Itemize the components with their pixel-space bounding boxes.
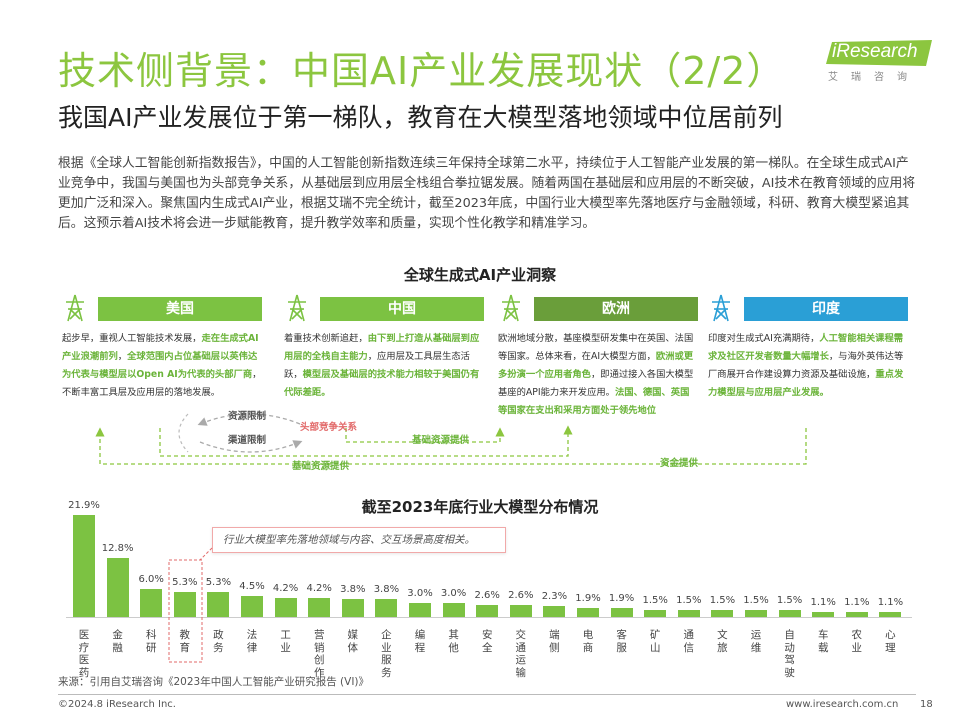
power-tower-icon <box>62 293 88 323</box>
footer-url: www.iresearch.com.cn <box>786 699 899 710</box>
region-text-segment: ，即通过接入各国大模型基座的API能力来开发应用。 <box>498 369 694 398</box>
basic-resource-arrow-2 <box>345 427 505 443</box>
region-text-segment: ，与海外英伟达等厂商展开合作建设算力资源及基础设施， <box>708 351 904 380</box>
region-description-2: 欧洲地域分散，基座模型研发集中在英国、法国等国家。总体来看，在AI大模型方面，欧… <box>498 330 698 420</box>
region-text-segment: 模型层及基础层的技术能力相较于美国仍有代际差距。 <box>284 369 480 398</box>
power-tower-icon <box>284 293 310 323</box>
resource-limit-label: 资源限制 <box>228 411 267 422</box>
region-text-segment: 全球范围内占位基础层以英伟达为代表与模型层以Open AI为代表的头部厂商 <box>62 351 258 380</box>
region-text-segment: 着重技术创新追赶， <box>284 333 368 344</box>
footer-divider <box>58 694 916 695</box>
capital-label: 资金提供 <box>660 458 699 469</box>
chart-note-text: 行业大模型率先落地领域与内容、交互场景高度相关。 <box>223 534 475 546</box>
logo-subtext: 艾瑞咨询 <box>828 72 920 83</box>
iresearch-logo: iResearch 艾瑞咨询 <box>824 38 934 88</box>
chart-section-title: 截至2023年底行业大模型分布情况 <box>361 498 599 516</box>
region-header-2: 欧洲 <box>534 297 698 321</box>
region-text-segment: 重点发力模型层与应用层产业发展。 <box>708 369 904 398</box>
region-text-segment: 法国、德国、英国等国家在支出和采用方面处于领先地位 <box>498 387 690 416</box>
region-text-segment: 人工智能相关课程需求及社区开发者数量大幅增长 <box>708 333 904 362</box>
region-header-0: 美国 <box>98 297 262 321</box>
footer-copyright: ©2024.8 iResearch Inc. <box>58 699 176 710</box>
channel-limit-arrow <box>199 440 303 453</box>
logo-badge-shape <box>826 40 932 66</box>
page-number: 18 <box>920 699 933 710</box>
chart-note-box: 行业大模型率先落地领域与内容、交互场景高度相关。 <box>212 527 506 553</box>
region-text-segment: 欧洲地域分散，基座模型研发集中在英国、法国等国家。总体来看，在AI大模型方面， <box>498 333 694 362</box>
intro-paragraph: 根据《全球人工智能创新指数报告》，中国的人工智能创新指数连续三年保持全球第二水平… <box>58 156 916 231</box>
power-tower-icon <box>498 293 524 323</box>
basic-resource-label-2: 基础资源提供 <box>412 435 470 446</box>
region-description-0: 起步早，重视人工智能技术发展，走在生成式AI产业浪潮前列，全球范围内占位基础层以… <box>62 330 262 402</box>
basic-resource-arrow-1 <box>159 425 573 457</box>
region-header-3: 印度 <box>744 297 908 321</box>
channel-limit-label: 渠道限制 <box>228 435 267 446</box>
region-text-segment: ，应用层及工具层生态活跃， <box>284 351 470 380</box>
region-header-1: 中国 <box>320 297 484 321</box>
resource-limit-arrow <box>197 413 301 426</box>
global-section-title: 全球生成式AI产业洞察 <box>403 266 557 284</box>
competition-loop-left <box>178 413 189 453</box>
page-title: 技术侧背景：中国AI产业发展现状（2/2） <box>58 49 786 93</box>
capital-arrow <box>95 427 807 465</box>
region-text-segment: ， <box>117 351 128 362</box>
source-note: 来源：引用自艾瑞咨询《2023年中国人工智能产业研究报告 (VI)》 <box>58 676 370 688</box>
basic-resource-label-1: 基础资源提供 <box>292 461 350 472</box>
region-text-segment: 由下到上打造从基础层到应用层的全栈自主能力 <box>284 333 480 362</box>
region-description-3: 印度对生成式AI充满期待，人工智能相关课程需求及社区开发者数量大幅增长，与海外英… <box>708 330 908 402</box>
power-tower-icon <box>708 293 734 323</box>
region-text-segment: 欧洲或更多扮演一个应用者角色 <box>498 351 694 380</box>
competition-label: 头部竞争关系 <box>300 422 358 433</box>
region-description-1: 着重技术创新追赶，由下到上打造从基础层到应用层的全栈自主能力，应用层及工具层生态… <box>284 330 484 402</box>
logo-text: iResearch <box>832 41 918 62</box>
page-subtitle: 我国AI产业发展位于第一梯队，教育在大模型落地领域中位居前列 <box>58 103 783 132</box>
region-text-segment: 印度对生成式AI充满期待， <box>708 333 820 344</box>
region-text-segment: ，不断丰富工具层及应用层的落地发展。 <box>62 369 262 398</box>
region-text-segment: 走在生成式AI产业浪潮前列 <box>62 333 259 362</box>
region-text-segment: 起步早，重视人工智能技术发展， <box>62 333 202 344</box>
